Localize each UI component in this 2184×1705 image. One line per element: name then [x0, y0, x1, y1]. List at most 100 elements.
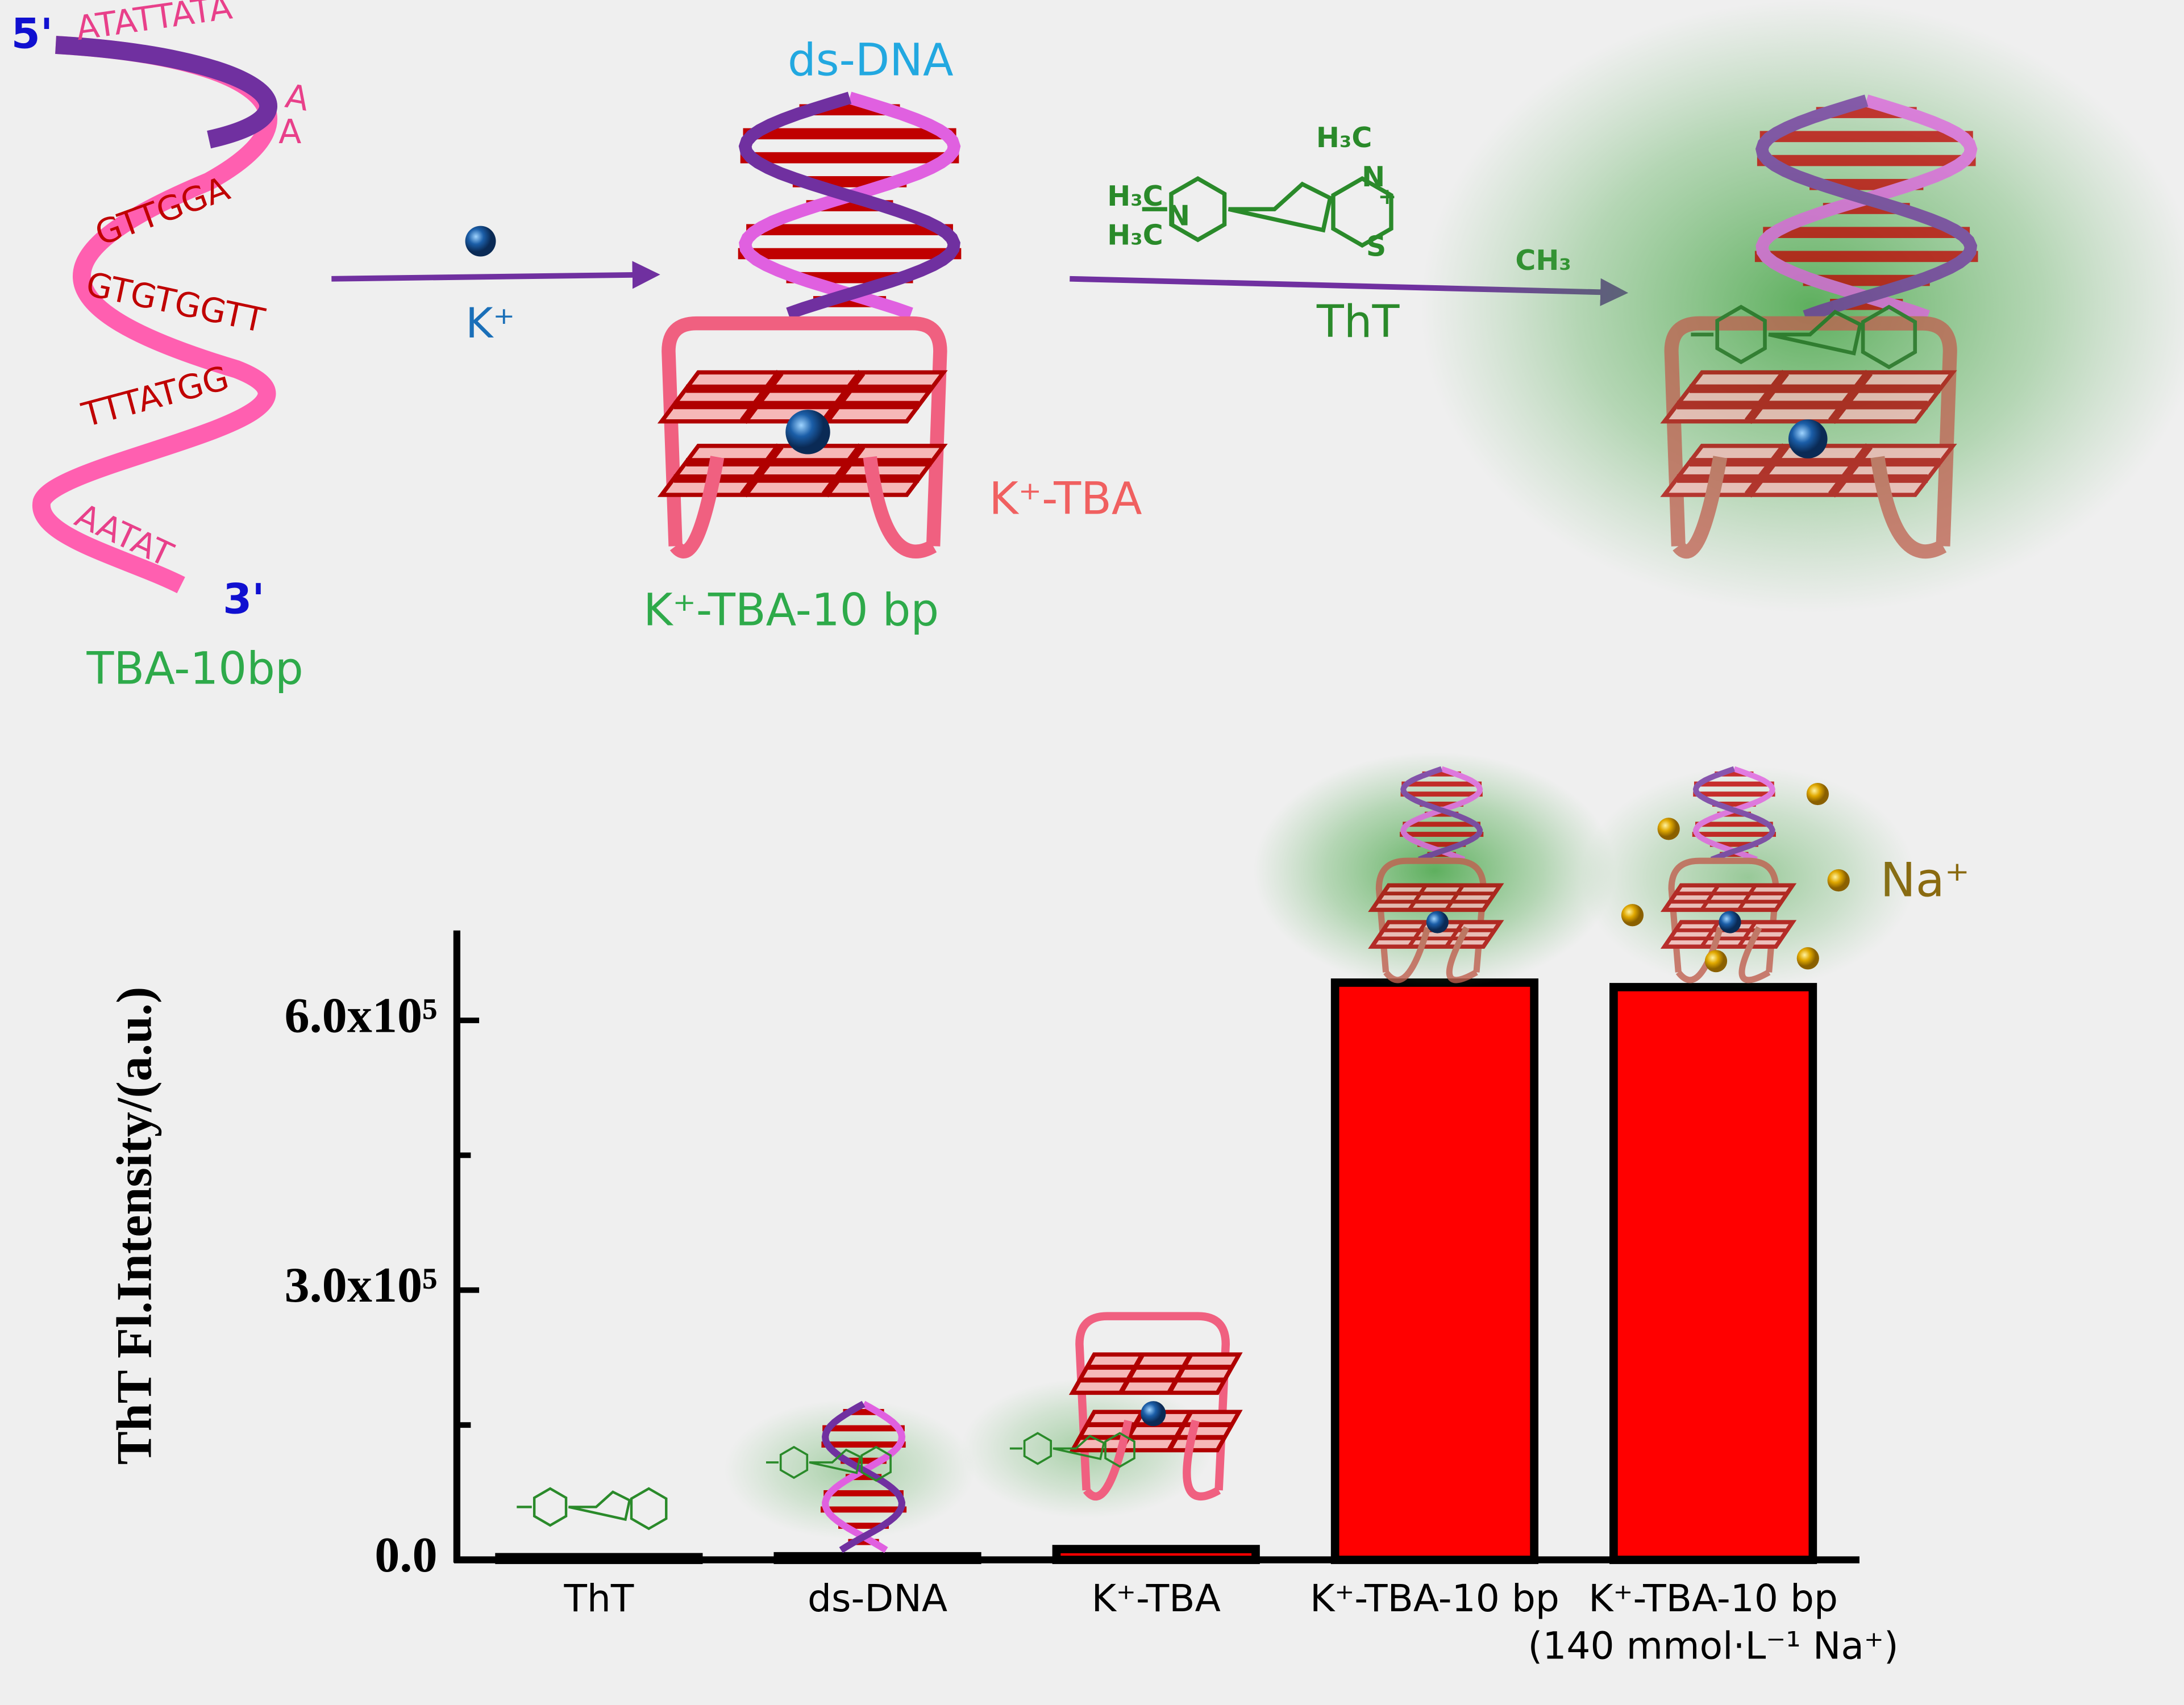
ring: [1715, 305, 1767, 365]
bar: [1609, 983, 1817, 1564]
group: [1368, 766, 1504, 983]
loop: [1675, 926, 1771, 983]
base-pair: [1400, 832, 1484, 837]
loop: [1075, 1312, 1230, 1491]
ring: [779, 1445, 809, 1479]
base-pair: [738, 248, 962, 260]
bar: [1052, 1545, 1260, 1564]
arrow: [331, 261, 660, 289]
plane: [1068, 1352, 1243, 1395]
sodium-ion: [1796, 947, 1819, 970]
strand: [1692, 766, 1775, 862]
plane-line: [740, 443, 784, 498]
base-pair: [1692, 832, 1776, 837]
ring: [1331, 176, 1393, 248]
loop: [1375, 857, 1487, 973]
potassium-ion: [465, 226, 496, 257]
plane-line: [1828, 443, 1873, 498]
plane-line: [1167, 1411, 1193, 1452]
base-pair: [821, 1441, 906, 1448]
base-pair: [1754, 251, 1978, 262]
dye-label: ThT: [1316, 296, 1400, 348]
plane-line: [1737, 921, 1757, 948]
ring: [630, 1487, 668, 1531]
plane-line: [1407, 884, 1428, 911]
potassium-ion: [1788, 419, 1828, 458]
base-pair: [1720, 852, 1749, 857]
base-pair: [740, 152, 959, 164]
y-axis-label: ThT Fl.Intensity/(a.u.): [106, 987, 162, 1465]
plane-line: [821, 370, 866, 424]
quad-label: K⁺-TBA: [989, 473, 1142, 524]
dsdna-label: ds-DNA: [788, 34, 954, 86]
loop: [1664, 316, 1957, 547]
ring: [1053, 1435, 1105, 1461]
bar: [1330, 978, 1539, 1564]
three-prime: 3': [223, 575, 265, 623]
base-pair: [1763, 227, 1970, 238]
bar: [495, 1553, 703, 1564]
base-pair: [1401, 781, 1482, 787]
atom-label: H₃C: [1107, 219, 1163, 252]
base-pair: [843, 1408, 884, 1415]
y-tick-label: 6.0x10⁵: [285, 987, 438, 1043]
x-tick-label-box: ThT: [564, 1578, 634, 1621]
atom-label: N: [1362, 161, 1385, 193]
strand: [738, 91, 960, 320]
plane-line: [1744, 443, 1790, 498]
strand: [822, 1400, 906, 1553]
base-pair: [1420, 801, 1464, 807]
group: [1660, 766, 1797, 983]
ring: [809, 1448, 862, 1474]
base-pair: [1695, 822, 1773, 827]
ring: [1104, 1432, 1135, 1468]
ring: [1768, 310, 1862, 356]
loop: [1668, 857, 1779, 973]
base-pair: [1427, 852, 1456, 857]
ring: [568, 1490, 631, 1521]
ion-label: K⁺: [465, 299, 515, 348]
glow: [1421, 0, 2184, 613]
plane-line: [1700, 884, 1720, 911]
strand: [1755, 94, 1978, 323]
base-pair: [1693, 791, 1775, 797]
plane-line: [740, 370, 784, 424]
base-pair: [823, 1490, 904, 1496]
strand: [1755, 94, 1978, 323]
loop: [1673, 456, 1947, 559]
base-pair: [1759, 131, 1973, 143]
ring: [533, 1487, 568, 1527]
x-tick-label: K⁺-TBA-10 bp (140 mmol·L⁻¹ Na⁺): [1528, 1578, 1899, 1669]
base-pair: [1712, 801, 1756, 807]
x-tick-label-box: K⁺-TBA: [1091, 1578, 1221, 1621]
base-pair: [838, 1523, 889, 1529]
glow: [724, 1399, 975, 1539]
base-pair: [820, 1506, 907, 1513]
base-pair: [1717, 811, 1752, 817]
base-pair: [1709, 841, 1758, 847]
plane-line: [1167, 1353, 1193, 1394]
ring: [860, 1445, 892, 1482]
base-pair: [1403, 822, 1481, 827]
glow: [1253, 752, 1616, 989]
strand-label: TBA-10bp: [86, 643, 303, 694]
atom-label: H₃C: [1316, 122, 1372, 154]
potassium-ion: [785, 410, 830, 455]
x-tick-label: K⁺-TBA: [1091, 1578, 1221, 1621]
base-pair: [822, 1425, 905, 1432]
sodium-ion: [1621, 904, 1644, 927]
plane-line: [1445, 884, 1465, 911]
complex-label: K⁺-TBA-10 bp: [643, 584, 939, 636]
strand: [1400, 766, 1483, 862]
sodium-ion: [1827, 869, 1850, 892]
plane-line: [1828, 369, 1873, 424]
ring: [1228, 181, 1333, 233]
sodium-ion: [1704, 950, 1728, 973]
atom-label: H₃C: [1107, 180, 1163, 212]
potassium-ion: [1719, 911, 1741, 933]
plane-line: [1445, 921, 1465, 948]
base-pair: [841, 1457, 887, 1464]
x-tick-label: ds-DNA: [808, 1578, 948, 1621]
